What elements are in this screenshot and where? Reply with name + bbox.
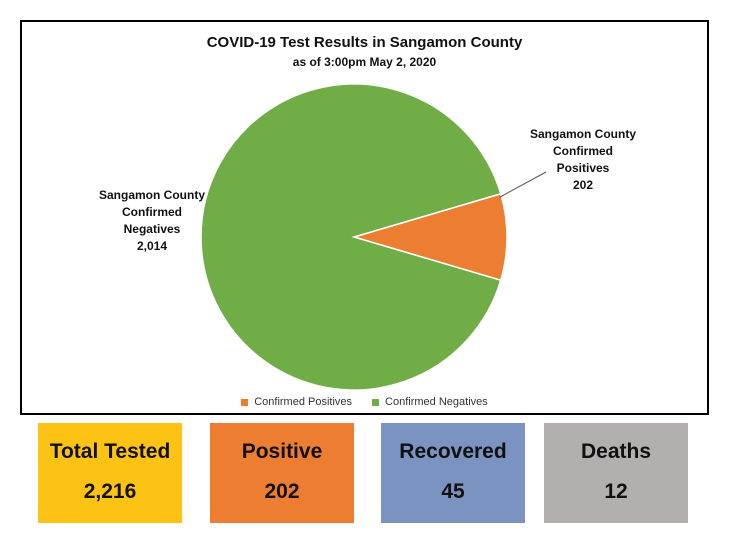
- data-label-line: Positives: [556, 161, 610, 175]
- legend-item-negatives: Confirmed Negatives: [372, 396, 488, 408]
- stat-box-total-tested: Total Tested 2,216: [38, 423, 182, 523]
- data-label-negatives: Sangamon County Confirmed Negatives 2,01…: [82, 187, 222, 255]
- data-label-line: Confirmed: [122, 205, 182, 219]
- legend-label: Confirmed Positives: [254, 396, 353, 408]
- chart-legend: Confirmed Positives Confirmed Negatives: [22, 396, 707, 408]
- stat-box-deaths: Deaths 12: [544, 423, 688, 523]
- legend-swatch-positives: [241, 398, 249, 406]
- stat-box-recovered: Recovered 45: [381, 423, 525, 523]
- legend-label: Confirmed Negatives: [385, 396, 488, 408]
- stat-label: Recovered: [399, 440, 507, 463]
- legend-item-positives: Confirmed Positives: [241, 396, 352, 408]
- data-label-positives: Sangamon County Confirmed Positives 202: [508, 126, 658, 194]
- chart-frame: COVID-19 Test Results in Sangamon County…: [20, 20, 709, 415]
- data-label-line: Sangamon County: [529, 127, 636, 141]
- data-label-value: 202: [572, 178, 594, 192]
- data-label-line: Confirmed: [553, 144, 613, 158]
- stat-value: 45: [441, 480, 465, 503]
- stat-box-positive: Positive 202: [210, 423, 354, 523]
- pie-chart: [200, 83, 547, 391]
- slice-confirmed-positives: [351, 192, 508, 282]
- leader-line-positives: [499, 171, 547, 198]
- stat-label: Total Tested: [49, 440, 171, 463]
- stat-value: 12: [604, 480, 628, 503]
- data-label-value: 2,014: [136, 239, 168, 253]
- data-label-line: Negatives: [123, 222, 181, 236]
- stat-label: Positive: [241, 440, 323, 463]
- chart-subtitle: as of 3:00pm May 2, 2020: [292, 55, 437, 69]
- stat-value: 202: [264, 480, 300, 503]
- data-label-line: Sangamon County: [98, 188, 205, 202]
- stat-value: 2,216: [83, 480, 137, 503]
- legend-swatch-negatives: [372, 398, 380, 406]
- stat-label: Deaths: [580, 440, 652, 463]
- slice-confirmed-negatives: [200, 83, 502, 391]
- chart-title: COVID-19 Test Results in Sangamon County: [206, 34, 523, 51]
